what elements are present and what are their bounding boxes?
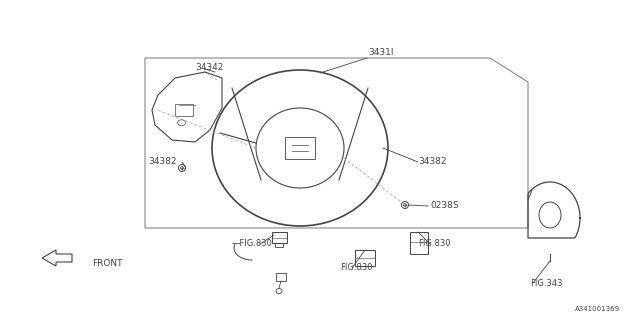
Text: FIG.343: FIG.343 bbox=[530, 278, 563, 287]
Text: FIG.830: FIG.830 bbox=[418, 239, 451, 249]
Text: FIG.830: FIG.830 bbox=[340, 263, 372, 273]
Bar bbox=[276, 273, 286, 281]
Bar bbox=[275, 243, 283, 247]
Bar bbox=[355, 250, 375, 266]
Text: 0238S: 0238S bbox=[430, 202, 459, 211]
Text: —FIG.830: —FIG.830 bbox=[232, 239, 273, 249]
Bar bbox=[175, 104, 193, 116]
Bar bbox=[285, 137, 315, 159]
Bar bbox=[272, 232, 287, 243]
Text: 34382: 34382 bbox=[418, 157, 447, 166]
Text: FRONT: FRONT bbox=[92, 260, 122, 268]
Text: 34342: 34342 bbox=[195, 63, 223, 72]
Text: A341001369: A341001369 bbox=[575, 306, 620, 312]
Bar bbox=[410, 232, 428, 254]
Text: 3431I: 3431I bbox=[368, 48, 394, 57]
Text: 34382: 34382 bbox=[148, 157, 177, 166]
